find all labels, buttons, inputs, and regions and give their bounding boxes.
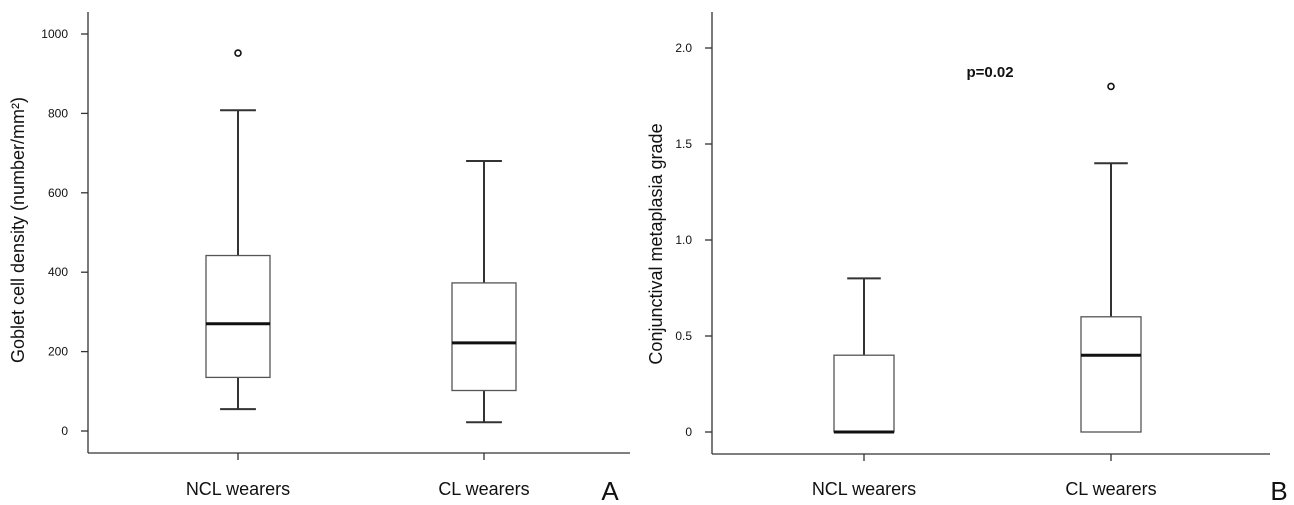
panel-a-box — [205, 254, 271, 379]
panel-b-box-group — [833, 277, 895, 434]
panel-b: 0 0.5 1.0 1.5 2.0 NCL wearers CL wearers Conju… — [646, 12, 1288, 505]
panel-a-y-tick-label: 800 — [48, 106, 68, 120]
panel-b-box — [833, 354, 895, 433]
panel-a-box-group — [451, 160, 517, 424]
panel-a-outlier-point — [234, 49, 242, 57]
panel-b-x-tick-label: NCL wearers — [812, 479, 916, 499]
panel-a: 0 200 400 600 800 1000 NCL wearers CL wearers G… — [8, 12, 630, 505]
panel-a-x-tick-label: NCL wearers — [186, 479, 290, 499]
panel-a-plot-area: 0 200 400 600 800 1000 NCL wearers CL wearers — [41, 12, 630, 499]
panel-a-box — [451, 282, 517, 392]
panel-a-x-tick-label: CL wearers — [438, 479, 529, 499]
panel-a-label: A — [601, 476, 619, 505]
panel-b-box — [1080, 316, 1142, 433]
panel-a-y-tick-label: 0 — [61, 424, 68, 438]
panel-a-y-tick-label: 1000 — [41, 27, 68, 41]
panel-b-y-tick-label: 2.0 — [675, 41, 692, 55]
panel-b-y-tick-label: 0.5 — [675, 329, 692, 343]
panel-b-plot-area: 0 0.5 1.0 1.5 2.0 NCL wearers CL wearers — [675, 12, 1270, 499]
panel-a-y-tick-label: 600 — [48, 186, 68, 200]
panel-b-outlier-point — [1107, 82, 1115, 91]
panel-a-box-group — [205, 49, 271, 411]
panel-b-y-tick-label: 1.0 — [675, 233, 692, 247]
panel-b-box-group — [1080, 82, 1142, 433]
panel-b-annotation: p=0.02 — [966, 64, 1013, 81]
panel-a-y-tick-label: 200 — [48, 345, 68, 359]
panel-b-y-tick-label: 1.5 — [675, 137, 692, 151]
panel-b-y-tick-label: 0 — [685, 425, 692, 439]
panel-b-x-tick-label: CL wearers — [1065, 479, 1156, 499]
panel-b-ylabel: Conjunctival metaplasia grade — [646, 123, 666, 364]
panel-b-label: B — [1270, 476, 1287, 505]
panel-a-y-tick-label: 400 — [48, 265, 68, 279]
panel-a-ylabel: Goblet cell density (number/mm²) — [8, 97, 28, 363]
